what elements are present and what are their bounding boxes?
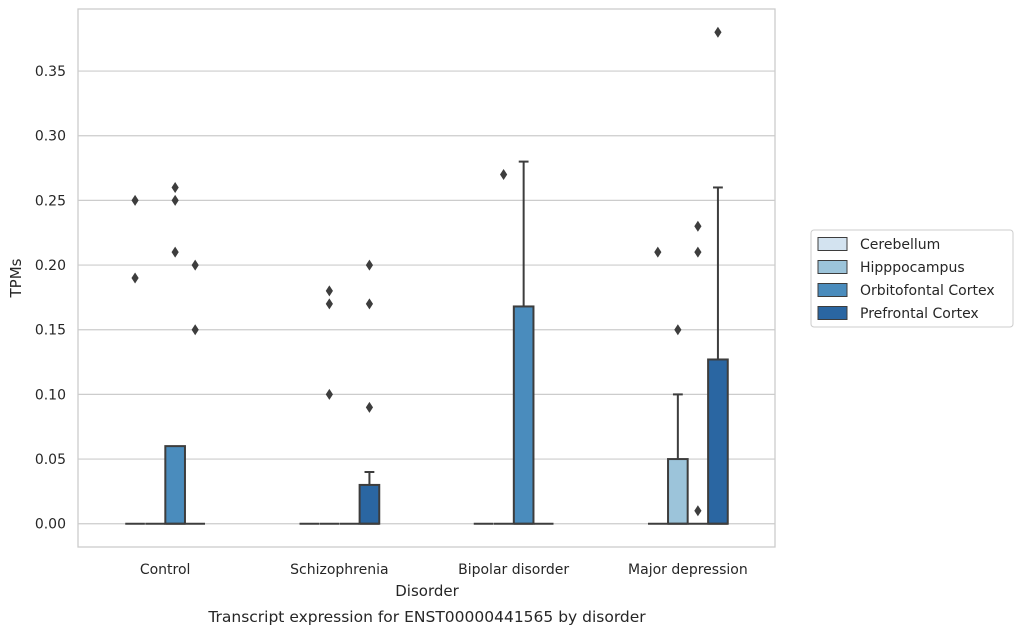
- outlier-point: [365, 259, 374, 271]
- outlier-point: [694, 246, 702, 258]
- outlier-point: [654, 246, 662, 258]
- box-0-3: [647, 246, 668, 525]
- y-tick-labels: 0.00 0.05 0.10 0.15 0.20 0.25 0.30 0.35: [35, 64, 66, 533]
- box-1-3: [667, 324, 689, 525]
- box-body: [707, 358, 729, 525]
- outlier-point: [500, 169, 508, 181]
- legend-label: Cerebellum: [860, 237, 940, 253]
- box-body: [512, 305, 535, 525]
- y-tick-label: 0.20: [35, 258, 66, 274]
- outlier-point: [131, 194, 139, 206]
- outlier-point: [191, 259, 199, 271]
- x-tick-label: Schizophrenia: [290, 562, 388, 578]
- x-tick-label: Control: [140, 562, 191, 578]
- legend-frame: [810, 229, 1014, 328]
- box-body: [358, 483, 381, 525]
- outlier-point: [191, 324, 199, 336]
- box-3-0: [185, 259, 206, 525]
- plot-area: [77, 8, 776, 548]
- box-2-0: [164, 181, 186, 525]
- y-tick-label: 0.10: [35, 387, 66, 403]
- chart-caption: Transcript expression for ENST0000044156…: [207, 608, 646, 626]
- y-tick-label: 0.30: [35, 129, 66, 145]
- y-tick-label: 0.05: [35, 452, 66, 468]
- outlier-point: [365, 298, 374, 310]
- legend: Cerebellum Hipppocampus Orbitofontal Corte…: [810, 229, 1014, 328]
- legend-label: Prefrontal Cortex: [860, 306, 979, 322]
- x-tick-label: Major depression: [628, 562, 748, 578]
- outlier-point: [325, 298, 333, 310]
- legend-swatch: [817, 260, 848, 274]
- box-2-2: [512, 160, 535, 525]
- legend-label: Orbitofontal Cortex: [860, 283, 995, 299]
- outlier-point: [171, 181, 179, 193]
- outlier-point: [325, 388, 333, 400]
- box-body: [667, 458, 689, 525]
- x-axis-title: Disorder: [395, 582, 459, 600]
- x-tick-label: Bipolar disorder: [458, 562, 569, 578]
- box-1-2: [493, 169, 514, 525]
- outlier-point: [365, 401, 374, 413]
- outlier-point: [171, 246, 179, 258]
- legend-swatch: [817, 306, 848, 320]
- outlier-point: [694, 220, 702, 232]
- outlier-point: [131, 272, 139, 284]
- y-tick-label: 0.25: [35, 193, 66, 209]
- outlier-point: [674, 324, 682, 336]
- y-tick-label: 0.15: [35, 323, 66, 339]
- outlier-point: [171, 194, 179, 206]
- box-0-0: [125, 194, 145, 525]
- box-3-3: [707, 26, 729, 525]
- box-1-1: [319, 285, 340, 525]
- box-body: [164, 445, 186, 525]
- y-tick-label: 0.00: [35, 517, 66, 533]
- legend-swatch: [817, 283, 848, 297]
- legend-label: Hipppocampus: [860, 260, 965, 276]
- outlier-point: [714, 26, 722, 38]
- outlier-point: [325, 285, 333, 297]
- box-2-3: [688, 220, 708, 525]
- outlier-point: [694, 505, 702, 517]
- y-axis-title: TPMs: [7, 258, 25, 298]
- box-series: [125, 26, 729, 525]
- y-tick-label: 0.35: [35, 64, 66, 80]
- legend-swatch: [817, 237, 848, 251]
- x-tick-labels: Control Schizophrenia Bipolar disorder Majo…: [140, 562, 748, 578]
- box-3-1: [358, 259, 381, 525]
